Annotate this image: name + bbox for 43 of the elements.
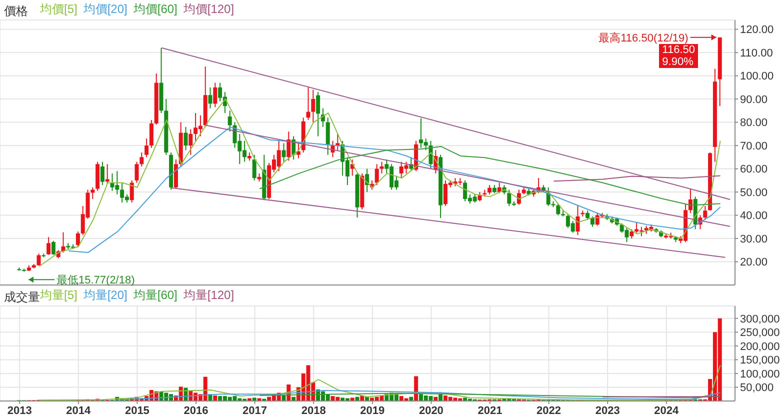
text: 均價[20] <box>83 2 128 16</box>
text: 均量[20] <box>83 288 128 302</box>
text: 均量[120] <box>183 288 234 302</box>
y-tick-label: 20.00 <box>740 256 768 269</box>
x-tick-label: 2017 <box>242 404 268 417</box>
x-tick-label: 2022 <box>536 404 562 417</box>
y-tick-label: 250,000 <box>740 327 780 340</box>
text: 均價[60] <box>133 2 178 16</box>
x-tick-label: 2016 <box>184 404 208 417</box>
x-tick-label: 2023 <box>595 404 620 417</box>
y-tick-label: 80.00 <box>740 117 768 130</box>
y-tick-label: 100.00 <box>740 70 774 83</box>
y-tick-label: 150,000 <box>740 354 780 367</box>
y-tick-label: 40.00 <box>740 210 768 222</box>
x-tick-label: 2020 <box>418 404 444 417</box>
y-tick-label: 50,000 <box>740 382 774 394</box>
x-tick-label: 2013 <box>7 404 32 417</box>
y-tick-label: 200,000 <box>740 340 780 353</box>
annotation: 9.90% <box>662 56 694 68</box>
x-tick-label: 2021 <box>478 404 502 417</box>
x-tick-label: 2018 <box>301 404 326 417</box>
y-tick-label: 30.00 <box>740 233 768 246</box>
text: 均價[5] <box>40 2 78 16</box>
x-tick-label: 2014 <box>66 404 92 417</box>
annotation: 最高116.50(12/19) <box>598 31 688 44</box>
x-tick-label: 2024 <box>654 404 680 417</box>
y-tick-label: 50.00 <box>740 186 768 199</box>
chart-title: 價格 <box>4 3 28 20</box>
y-tick-label: 120.00 <box>740 24 774 36</box>
y-tick-label: 90.00 <box>740 94 768 106</box>
text: 均量[5] <box>40 288 78 302</box>
chart-title: 成交量 <box>4 289 40 306</box>
annotation: 最低15.77(2/18) <box>56 274 135 287</box>
y-tick-label: 110.00 <box>740 47 773 60</box>
text: 均量[60] <box>133 288 178 302</box>
annotation: 116.50 <box>662 44 695 56</box>
y-tick-label: 60.00 <box>740 164 768 176</box>
x-tick-label: 2015 <box>124 404 150 417</box>
x-tick-label: 2019 <box>360 404 385 417</box>
y-tick-label: 70.00 <box>740 140 768 152</box>
text: 均價[120] <box>183 2 234 16</box>
y-tick-label: 100,000 <box>740 368 780 380</box>
y-tick-label: 300,000 <box>740 313 780 326</box>
